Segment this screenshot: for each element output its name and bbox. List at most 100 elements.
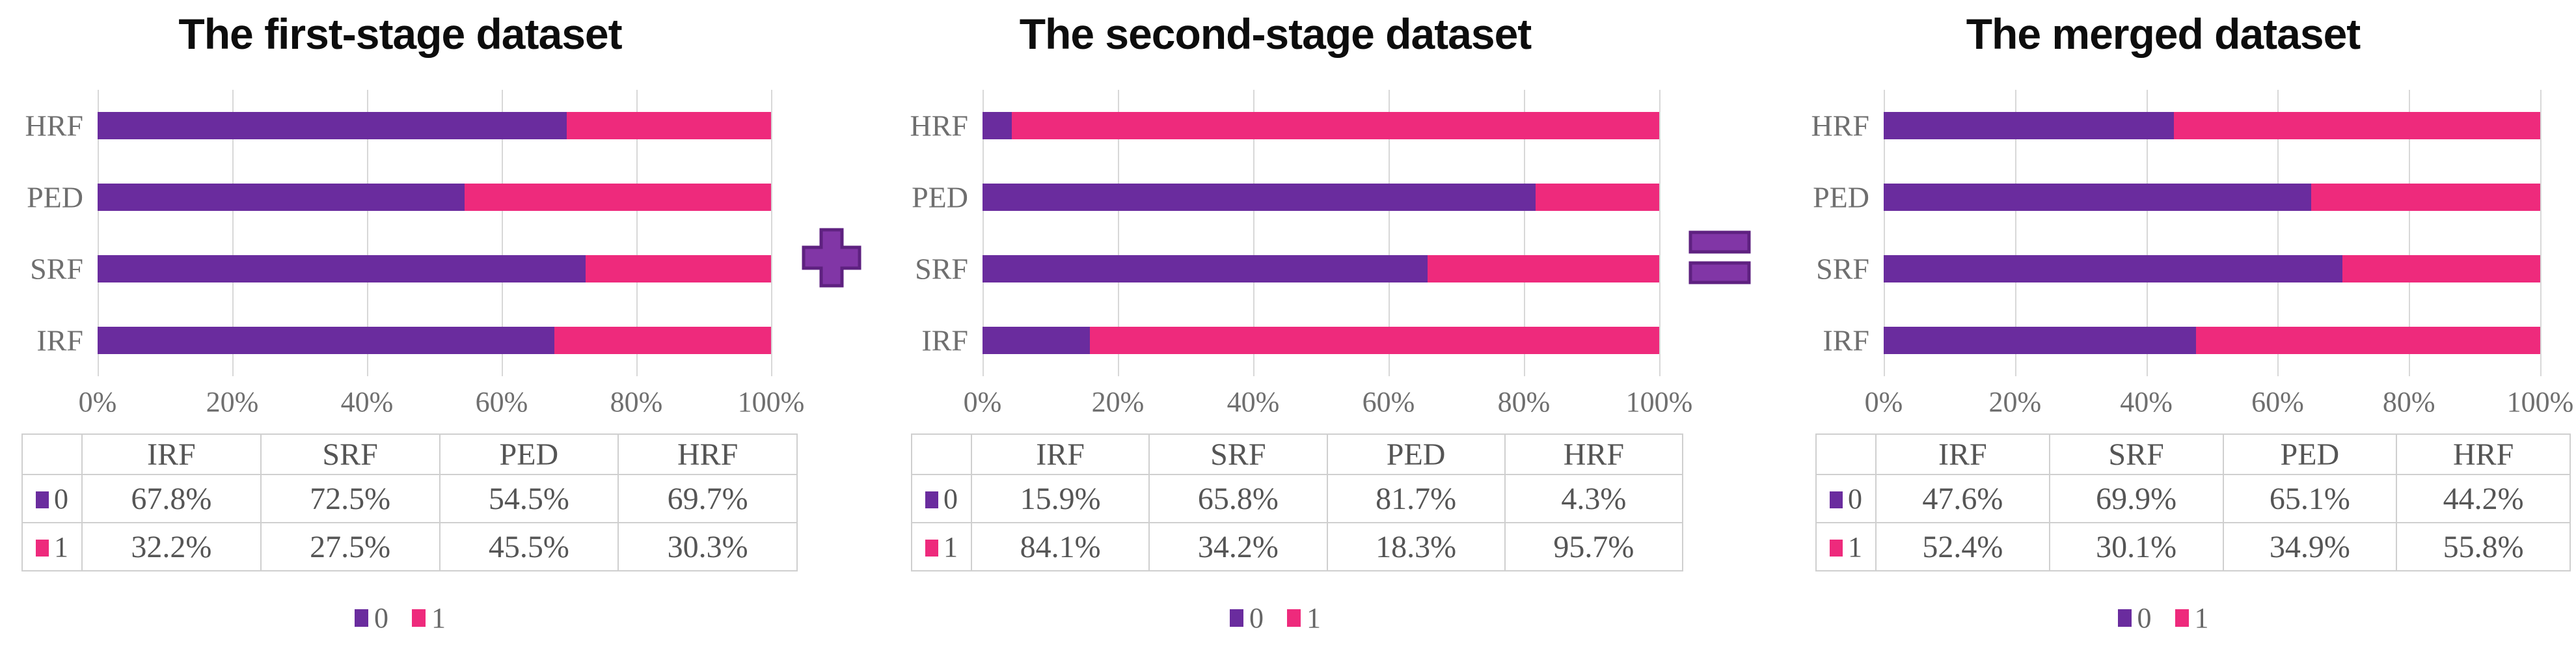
data-table-second-stage: IRF SRF PED HRF 0 15.9% 65.8% 81.7% 4.3%…	[911, 433, 1684, 571]
gridline-80	[2409, 90, 2411, 376]
x-tick-40: 40%	[340, 386, 394, 418]
plus-icon	[800, 227, 863, 292]
table-row-series-1: 1 84.1% 34.2% 18.3% 95.7%	[911, 522, 1684, 571]
bar-row-irf: IRF	[0, 305, 800, 376]
cell-0-ped: 54.5%	[439, 474, 619, 523]
bar-track-irf	[983, 327, 1659, 354]
bar-row-irf: IRF	[1750, 305, 2576, 376]
cell-0-irf: 47.6%	[1875, 474, 2050, 523]
legend-label-0: 0	[2137, 602, 2152, 634]
x-tick-100: 100%	[1625, 386, 1693, 418]
bar-track-ped	[983, 184, 1659, 211]
legend-label-1: 1	[2194, 602, 2209, 634]
cell-1-ped: 34.9%	[2222, 522, 2398, 571]
bar-row-irf: IRF	[862, 305, 1688, 376]
panel-merged: The merged dataset HRF PE	[1750, 0, 2576, 660]
legend-item-0: 0	[2117, 601, 2152, 635]
table-row-label-0: 0	[911, 474, 972, 523]
bar-segment-0-irf	[98, 327, 554, 354]
data-table-first-stage: IRF SRF PED HRF 0 67.8% 72.5% 54.5% 69.7…	[21, 433, 798, 571]
x-tick-0: 0%	[1864, 386, 1903, 418]
table-header-irf: IRF	[1875, 433, 2050, 475]
table-header-srf: SRF	[2048, 433, 2224, 475]
series-0-swatch-icon	[925, 491, 938, 509]
x-tick-40: 40%	[2120, 386, 2173, 418]
gridline-80	[636, 90, 638, 376]
bar-segment-1-srf	[586, 255, 771, 282]
series-0-label: 0	[54, 482, 68, 515]
x-tick-100: 100%	[737, 386, 805, 418]
series-1-swatch-icon	[1830, 540, 1843, 557]
category-label-irf: IRF	[1823, 323, 1869, 357]
category-label-srf: SRF	[30, 252, 83, 286]
panel-second-stage: The second-stage dataset HRF	[862, 0, 1693, 660]
chart-title-merged: The merged dataset	[1966, 10, 2361, 58]
category-label-ped: PED	[912, 180, 968, 214]
table-row-series-0: 0 15.9% 65.8% 81.7% 4.3%	[911, 474, 1684, 523]
bar-segment-0-hrf	[983, 112, 1012, 139]
x-tick-40: 40%	[1227, 386, 1280, 418]
bar-segment-0-irf	[1884, 327, 2197, 354]
gridline-40	[2146, 90, 2148, 376]
table-header-ped: PED	[439, 433, 619, 475]
bar-row-ped: PED	[1750, 161, 2576, 233]
table-header-irf: IRF	[81, 433, 262, 475]
legend: 0 1	[862, 601, 1688, 635]
stacked-bar-chart-merged: HRF PED SRF	[1750, 90, 2576, 376]
series-1-label: 1	[943, 530, 958, 563]
legend-swatch-0-icon	[355, 609, 368, 627]
legend-label-1: 1	[431, 602, 446, 634]
category-label-srf: SRF	[915, 252, 968, 286]
table-header-hrf: HRF	[1504, 433, 1684, 475]
data-table-wrap: IRF SRF PED HRF 0 15.9% 65.8% 81.7% 4.3%…	[911, 433, 1684, 571]
x-axis: 0% 20% 40% 60% 80% 100%	[1865, 379, 2574, 418]
cell-0-irf: 15.9%	[970, 474, 1150, 523]
gridline-40	[367, 90, 368, 376]
cell-0-hrf: 69.7%	[617, 474, 798, 523]
stacked-bar-chart-second-stage: HRF PED SRF	[862, 90, 1688, 376]
chart-title-first-stage: The first-stage dataset	[178, 10, 622, 58]
table-header-ped: PED	[1326, 433, 1506, 475]
cell-0-ped: 65.1%	[2222, 474, 2398, 523]
bar-track-srf	[1884, 255, 2540, 282]
table-corner-cell	[911, 433, 972, 475]
bar-track-srf	[983, 255, 1659, 282]
gridline-100	[2540, 90, 2542, 376]
bar-track-irf	[98, 327, 771, 354]
table-row-series-1: 1 32.2% 27.5% 45.5% 30.3%	[21, 522, 798, 571]
bar-track-hrf	[1884, 112, 2540, 139]
bar-segment-0-hrf	[98, 112, 567, 139]
cell-0-ped: 81.7%	[1326, 474, 1506, 523]
gridline-0	[98, 90, 99, 376]
series-0-swatch-icon	[1830, 491, 1843, 509]
series-1-label: 1	[1848, 530, 1862, 563]
equals-icon	[1688, 230, 1751, 288]
bar-track-hrf	[983, 112, 1659, 139]
x-tick-20: 20%	[1091, 386, 1145, 418]
series-1-label: 1	[54, 530, 68, 563]
cell-0-srf: 69.9%	[2048, 474, 2224, 523]
bar-segment-1-ped	[1535, 184, 1659, 211]
gridline-layer	[1884, 90, 2542, 376]
category-label-hrf: HRF	[910, 109, 968, 143]
gridline-60	[502, 90, 503, 376]
cell-1-srf: 27.5%	[260, 522, 441, 571]
bar-segment-1-srf	[2342, 255, 2540, 282]
gridline-40	[1253, 90, 1254, 376]
bar-segment-0-hrf	[1884, 112, 2174, 139]
legend: 0 1	[0, 601, 800, 635]
legend-label-0: 0	[1249, 602, 1264, 634]
x-tick-60: 60%	[2251, 386, 2304, 418]
table-row-series-0: 0 47.6% 69.9% 65.1% 44.2%	[1815, 474, 2571, 523]
x-tick-20: 20%	[206, 386, 259, 418]
table-header-hrf: HRF	[617, 433, 798, 475]
series-0-label: 0	[1848, 482, 1862, 515]
bar-rows: HRF PED SRF	[862, 90, 1688, 376]
gridline-20	[2014, 90, 2016, 376]
bar-segment-0-srf	[1884, 255, 2343, 282]
bar-track-ped	[98, 184, 771, 211]
stacked-bar-chart-first-stage: HRF PED SRF	[0, 90, 800, 376]
table-header-irf: IRF	[970, 433, 1150, 475]
gridline-20	[1118, 90, 1119, 376]
